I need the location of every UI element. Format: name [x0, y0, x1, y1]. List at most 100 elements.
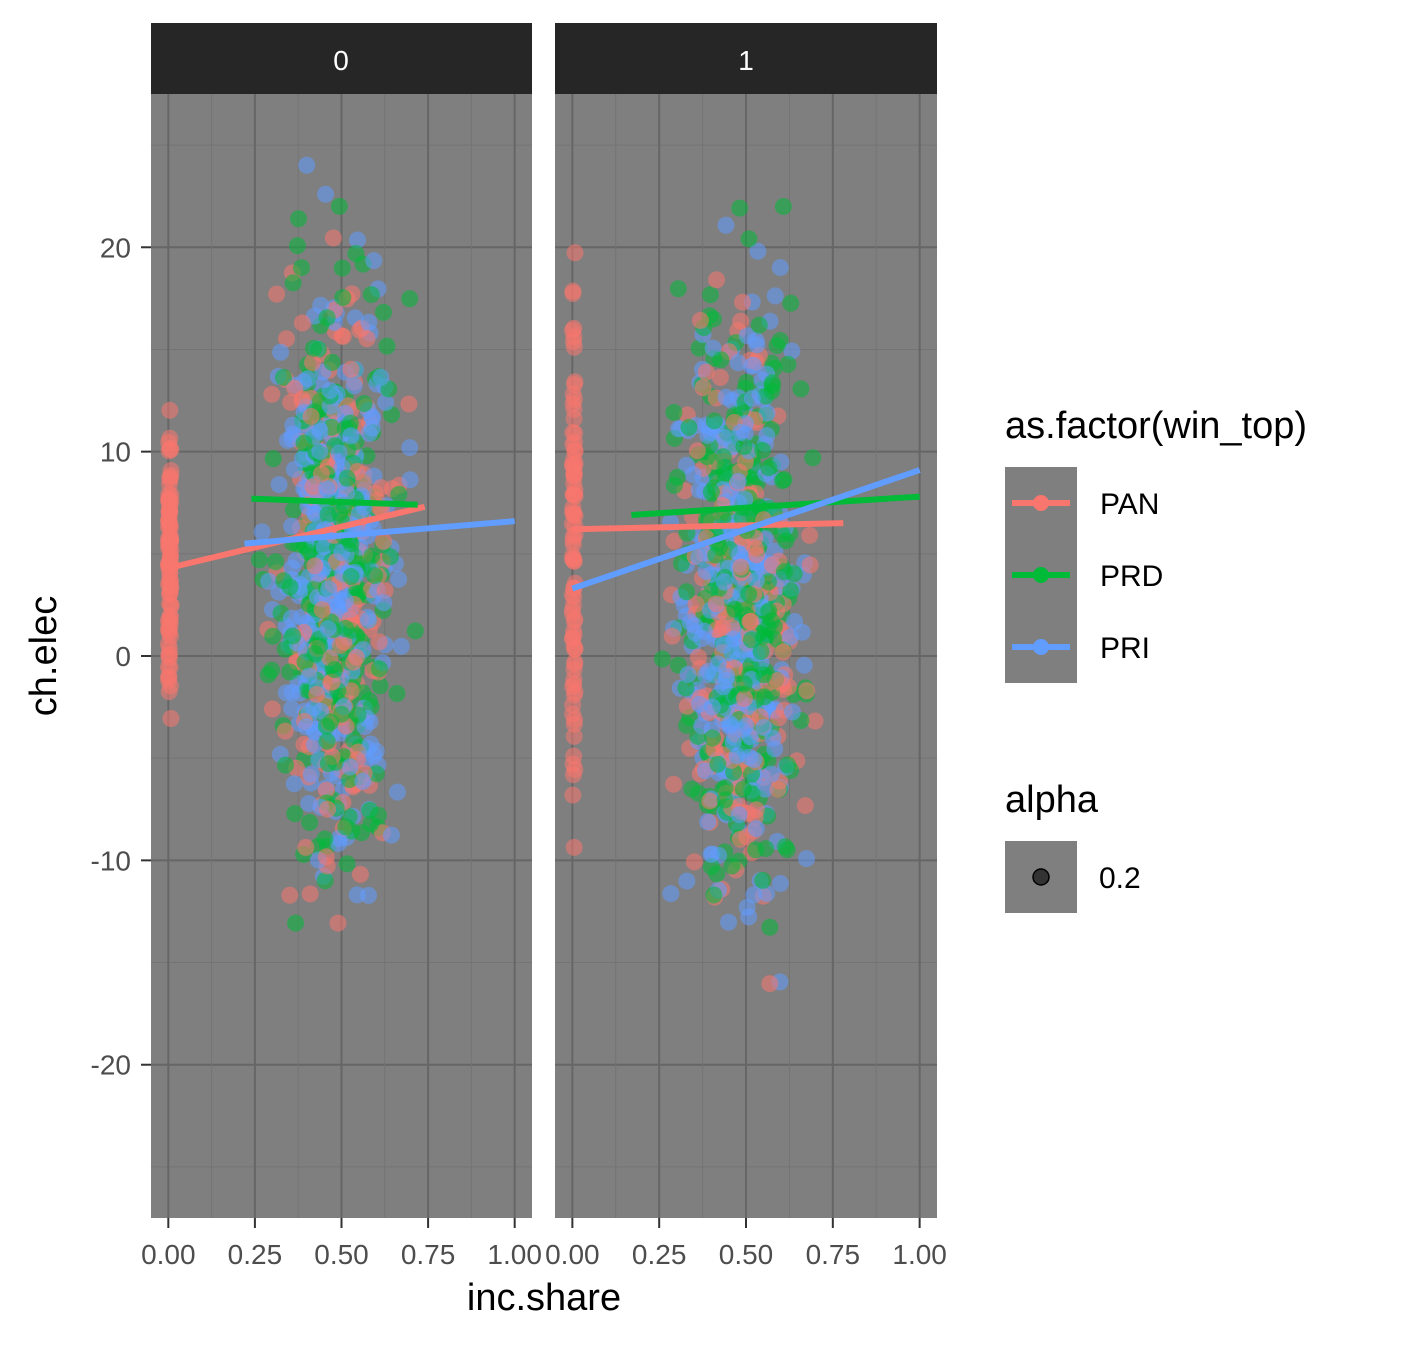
data-point-pan — [276, 722, 294, 740]
data-point-pan — [566, 683, 584, 701]
facet-strip-label-0: 0 — [333, 45, 349, 76]
data-point-prd — [334, 289, 352, 307]
data-point-pan — [566, 760, 584, 778]
data-point-pan — [801, 526, 819, 544]
data-point-pri — [321, 381, 339, 399]
data-point-pan — [798, 682, 816, 700]
data-point-pri — [302, 765, 320, 783]
legend-point-pri — [1033, 639, 1049, 655]
data-point-pri — [348, 886, 366, 904]
data-point-prd — [290, 210, 308, 228]
data-point-pri — [297, 718, 315, 736]
data-point-prd — [330, 197, 348, 215]
data-point-prd — [777, 532, 795, 550]
data-point-prd — [714, 448, 732, 466]
data-point-pri — [360, 424, 378, 442]
data-point-pan — [161, 583, 179, 601]
data-point-pan — [708, 271, 726, 289]
data-point-prd — [740, 230, 758, 248]
legend-alpha-label: 0.2 — [1099, 862, 1141, 895]
data-point-pri — [696, 762, 714, 780]
data-point-pri — [401, 439, 419, 457]
x-axis-title: inc.share — [467, 1277, 621, 1319]
data-point-pan — [564, 486, 582, 504]
legend-point-pan — [1033, 495, 1049, 511]
data-point-pri — [755, 719, 773, 737]
data-point-prd — [743, 785, 761, 803]
data-point-prd — [654, 650, 671, 668]
data-point-pan — [768, 672, 786, 690]
x-tick-label: 1.00 — [892, 1239, 947, 1270]
data-point-pri — [725, 630, 743, 648]
legend-label-pri: PRI — [1100, 632, 1150, 665]
legend-alpha-key-point — [1032, 868, 1050, 886]
data-point-pan — [161, 497, 179, 515]
data-point-pri — [743, 389, 761, 407]
data-point-prd — [756, 688, 774, 706]
data-point-pri — [748, 336, 766, 354]
data-point-prd — [337, 619, 355, 637]
data-point-pri — [318, 479, 336, 497]
data-point-pri — [298, 370, 316, 388]
data-point-pan — [565, 376, 583, 394]
data-point-pri — [747, 572, 765, 590]
legend-color: as.factor(win_top) PAN PRD PRI — [1005, 405, 1307, 683]
data-point-pri — [699, 813, 717, 831]
data-point-pri — [372, 368, 390, 386]
data-point-pri — [360, 313, 378, 331]
data-point-pan — [742, 612, 760, 630]
data-point-pan — [313, 601, 331, 619]
data-point-prd — [284, 627, 302, 645]
data-point-pri — [253, 523, 271, 541]
data-point-prd — [714, 508, 732, 526]
data-point-prd — [735, 675, 753, 693]
data-point-pri — [702, 845, 720, 863]
points-0 — [159, 156, 424, 932]
data-point-pri — [728, 747, 746, 765]
facet-strip-0 — [151, 23, 532, 94]
y-axis-title: ch.elec — [23, 596, 65, 716]
data-point-prd — [338, 855, 356, 873]
data-point-pri — [679, 666, 697, 684]
data-point-prd — [367, 765, 385, 783]
data-point-prd — [342, 568, 360, 586]
data-point-pan — [565, 747, 583, 765]
fit-lines-1 — [571, 467, 921, 592]
data-point-pri — [786, 612, 804, 630]
data-point-prd — [285, 501, 303, 519]
data-point-pri — [377, 394, 395, 412]
data-point-prd — [267, 553, 285, 571]
data-point-pri — [756, 780, 774, 798]
data-point-prd — [782, 294, 800, 312]
data-point-pri — [365, 252, 383, 270]
data-point-prd — [406, 622, 424, 640]
data-point-prd — [668, 468, 686, 486]
data-point-pan — [565, 400, 583, 418]
data-point-prd — [381, 548, 399, 566]
data-point-pri — [320, 580, 338, 598]
data-point-pan — [354, 473, 372, 491]
data-point-prd — [705, 886, 723, 904]
data-point-pan — [312, 465, 330, 483]
data-point-prd — [288, 237, 306, 255]
data-point-pri — [307, 506, 325, 524]
x-tick-label: 0.00 — [141, 1239, 196, 1270]
data-point-pan — [563, 455, 581, 473]
data-point-prd — [388, 685, 406, 703]
data-point-pan — [563, 601, 581, 619]
data-point-prd — [705, 412, 723, 430]
data-point-pan — [308, 685, 326, 703]
data-point-prd — [678, 583, 696, 601]
data-point-pri — [690, 548, 708, 566]
data-point-pan — [161, 549, 179, 567]
data-point-prd — [355, 395, 373, 413]
data-point-prd — [371, 677, 389, 695]
y-tick-label: 0 — [115, 641, 131, 672]
data-point-prd — [752, 643, 770, 661]
data-point-pan — [160, 434, 178, 452]
data-point-pri — [714, 678, 732, 696]
data-point-prd — [754, 441, 772, 459]
data-point-pri — [758, 426, 776, 444]
data-point-pri — [720, 913, 738, 931]
data-point-prd — [264, 627, 282, 645]
